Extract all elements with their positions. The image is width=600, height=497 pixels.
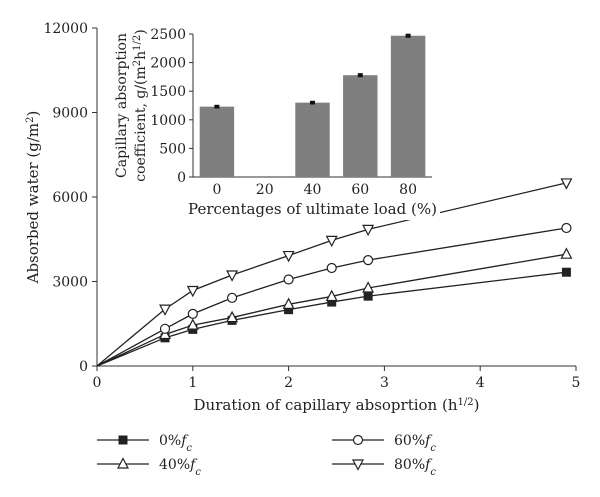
inset-x-tick-label: 20 [256, 182, 274, 198]
bar-80 [390, 35, 426, 177]
marker-triangle-down [362, 224, 375, 237]
error-bar-40 [310, 100, 315, 105]
error-bar-80 [405, 33, 411, 38]
y-axis-label: Absorbed water (g/m2) [24, 111, 42, 285]
series-line [96, 271, 567, 367]
series-line [96, 227, 567, 367]
marker-triangle-up [186, 318, 199, 330]
legend-label: 80%fc [394, 457, 436, 478]
legend-label: 40%fc [159, 457, 201, 478]
inset-background [100, 28, 440, 220]
y-tick-label: 3000 [52, 275, 88, 291]
inset-x-tick-label: 80 [399, 182, 417, 198]
legend-item-80pct: 80%fc [332, 457, 436, 478]
x-axis-label: Duration of capillary absoprtion (h1/2) [194, 396, 480, 414]
error-bar-0 [214, 104, 220, 109]
inset-x-tick-label: 40 [304, 182, 322, 198]
bar-40 [295, 102, 330, 177]
marker-square [327, 297, 337, 307]
error-bar-60 [357, 73, 363, 78]
inset-y-tick-label: 1500 [150, 84, 186, 100]
series-40pct [96, 247, 573, 367]
marker-triangle-down [226, 270, 239, 282]
x-tick-label: 2 [284, 375, 293, 391]
legend: 0%fc 40%fc 60%fc 80%fc [97, 433, 436, 478]
inset-y-tick-label: 0 [177, 170, 186, 186]
marker-circle [352, 434, 364, 446]
series-0pct [96, 267, 571, 367]
marker-triangle-down [352, 459, 364, 471]
legend-item-40pct: 40%fc [97, 457, 201, 478]
x-tick-label: 1 [188, 375, 197, 391]
marker-circle [326, 262, 337, 274]
y-tick-label: 9000 [52, 106, 88, 122]
inset-x-axis-label: Percentages of ultimate load (%) [188, 200, 437, 218]
marker-square [118, 435, 128, 445]
legend-label: 60%fc [394, 433, 436, 454]
inset-y-tick-label: 1000 [150, 113, 186, 129]
marker-triangle-up [282, 297, 295, 309]
marker-triangle-down [282, 250, 295, 263]
marker-square [284, 305, 294, 315]
legend-item-60pct: 60%fc [332, 433, 436, 454]
marker-triangle-up [325, 289, 338, 302]
x-tick-label: 3 [380, 375, 389, 391]
series-60pct [96, 222, 572, 367]
marker-triangle-up [362, 281, 375, 293]
inset-y-tick-label: 2000 [150, 56, 186, 72]
inset-y-tick-label: 500 [159, 141, 186, 157]
x-tick-label: 4 [476, 375, 485, 391]
marker-triangle-up [117, 457, 129, 469]
marker-square [363, 291, 373, 301]
inset-y-axis-label-line1: Capillary absorption [114, 33, 130, 178]
series-80pct [96, 178, 573, 367]
marker-triangle-down [325, 235, 338, 248]
marker-triangle-up [226, 310, 239, 323]
series-line [96, 253, 567, 367]
inset-x-tick-label: 60 [351, 182, 369, 198]
bar-0 [199, 106, 235, 177]
marker-circle [363, 254, 374, 266]
marker-triangle-up [560, 247, 573, 259]
x-tick-label: 5 [572, 375, 581, 391]
y-tick-label: 0 [79, 359, 88, 375]
legend-label: 0%fc [159, 433, 192, 454]
legend-item-0pct: 0%fc [97, 433, 192, 454]
inset-y-axis-label-line2: coefficient, g/(m2h1/2) [132, 29, 150, 182]
marker-triangle-down [159, 304, 172, 316]
marker-circle [283, 274, 294, 285]
bar-60 [343, 75, 378, 177]
y-tick-label: 6000 [52, 190, 88, 206]
main-series [96, 178, 573, 367]
marker-circle [226, 292, 238, 303]
marker-triangle-down [186, 285, 199, 298]
inset-x-tick-label: 0 [212, 182, 221, 198]
x-tick-label: 0 [93, 375, 102, 391]
marker-circle [159, 323, 171, 334]
marker-square [561, 267, 571, 277]
y-tick-label: 12000 [43, 21, 88, 37]
inset-y-tick-label: 2500 [150, 27, 186, 43]
marker-triangle-down [560, 178, 573, 190]
marker-circle [561, 222, 572, 234]
marker-circle [187, 308, 198, 319]
inset-chart: 0 500 1000 1500 2000 2500 0 20 40 60 80 Percentages… [100, 27, 440, 220]
